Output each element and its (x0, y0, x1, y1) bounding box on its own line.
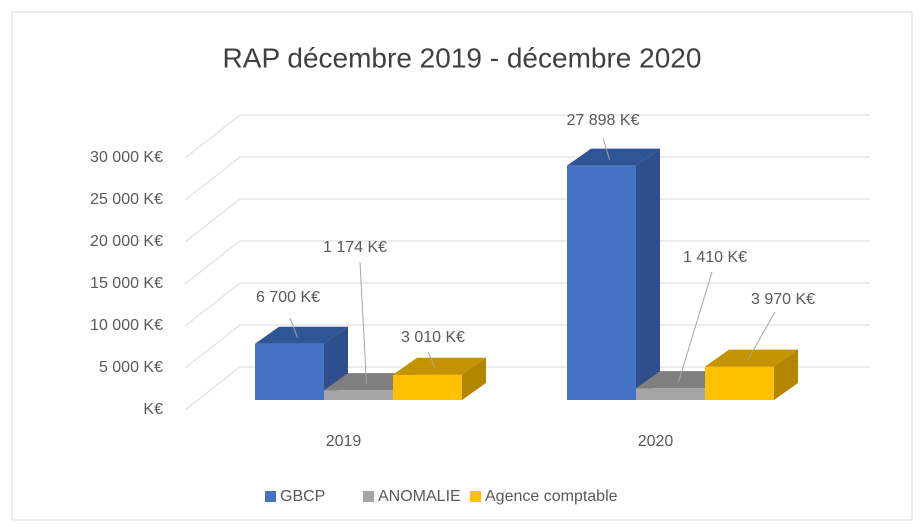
bar-top (393, 357, 486, 375)
grid-line (184, 324, 241, 369)
data-label: 1 174 K€ (323, 239, 387, 256)
chart-title: RAP décembre 2019 - décembre 2020 (223, 42, 702, 73)
x-tick-label: 2020 (638, 433, 674, 450)
bar-side (774, 349, 798, 400)
y-tick-label: 5 000 K€ (99, 359, 163, 376)
grid-line (184, 156, 241, 201)
y-tick-label: K€ (143, 401, 163, 418)
y-tick-label: 15 000 K€ (90, 275, 163, 292)
leader-line (602, 137, 610, 160)
legend-label: ANOMALIE (378, 488, 461, 505)
data-label: 1 410 K€ (683, 249, 747, 266)
leader-line (678, 271, 713, 383)
bar (567, 165, 636, 400)
bar-side (636, 148, 660, 400)
bar (255, 343, 324, 400)
grid-line (184, 198, 241, 243)
bar-top (705, 349, 798, 367)
data-label: 3 970 K€ (751, 291, 815, 308)
grid-line (184, 366, 241, 411)
leader-line (427, 351, 436, 369)
legend-label: Agence comptable (485, 488, 618, 505)
bar-top (255, 326, 348, 344)
legend-swatch (265, 491, 276, 502)
legend-swatch (470, 491, 481, 502)
data-label: 27 898 K€ (567, 112, 640, 129)
bar (705, 366, 774, 400)
y-tick-label: 10 000 K€ (90, 317, 163, 334)
legend-label: GBCP (280, 488, 325, 505)
leader-line (289, 317, 298, 338)
y-tick-label: 30 000 K€ (90, 149, 163, 166)
bar (324, 390, 393, 400)
legend-swatch (363, 491, 374, 502)
leader-line (359, 261, 367, 385)
bar (636, 388, 705, 400)
bar-top (567, 148, 660, 166)
y-tick-label: 25 000 K€ (90, 191, 163, 208)
y-tick-label: 20 000 K€ (90, 233, 163, 250)
grid-line (184, 240, 241, 285)
chart-frame (11, 11, 913, 521)
leader-line (747, 311, 776, 361)
grid-line (184, 114, 241, 159)
grid-line (184, 282, 241, 327)
data-label: 6 700 K€ (256, 289, 320, 306)
bar (393, 374, 462, 400)
x-tick-label: 2019 (326, 433, 362, 450)
bar-side (462, 357, 486, 400)
data-label: 3 010 K€ (401, 329, 465, 346)
